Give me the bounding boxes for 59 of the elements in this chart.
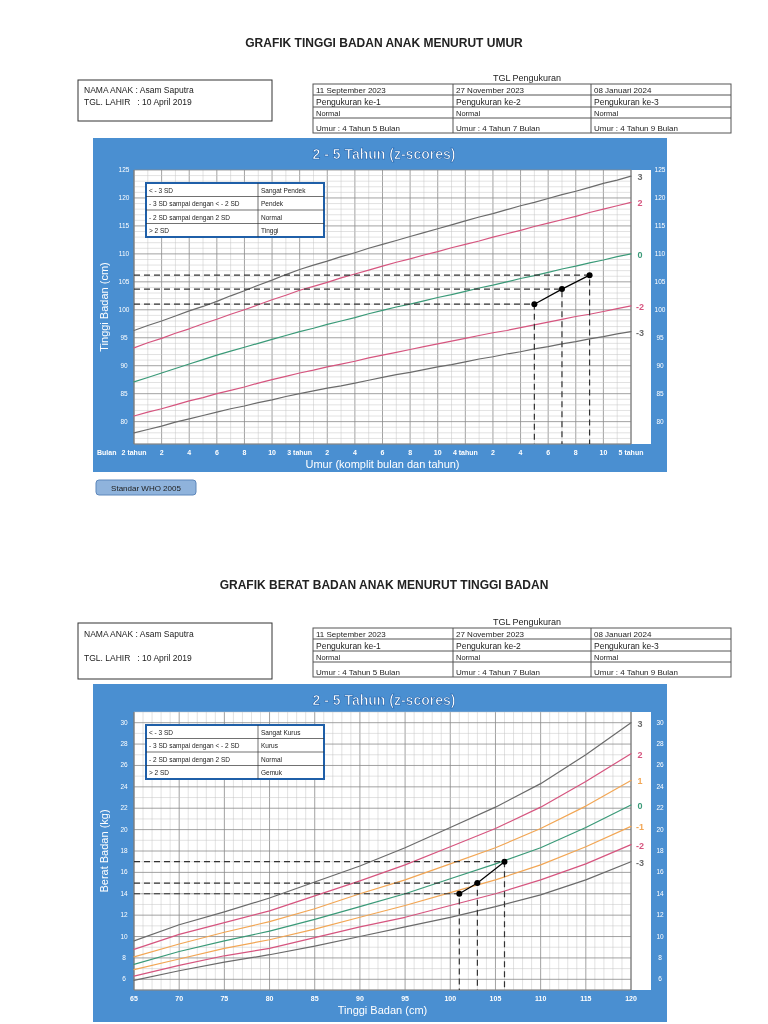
text: TGL. LAHIR : 10 April 2019: [84, 97, 192, 107]
line-series: [133, 825, 632, 971]
text: Umur : 4 Tahun 9 Bulan: [594, 123, 678, 133]
line-series: [133, 753, 632, 950]
point: [531, 301, 538, 308]
text: 11 September 2023: [316, 629, 387, 639]
text: Pengukuran ke-3: [594, 640, 660, 651]
series-label: -3: [635, 857, 645, 868]
line-series: [133, 843, 632, 977]
text: Pengukuran ke-2: [456, 96, 522, 107]
line-series: [133, 305, 632, 417]
line-series: [133, 253, 632, 383]
point: [456, 890, 463, 897]
series-label: 2: [637, 749, 643, 760]
text: 27 November 2023: [456, 85, 525, 95]
y-axis-title: Berat Badan (kg): [98, 809, 110, 893]
text: TGL Pengukuran: [492, 73, 562, 83]
series-label: -2: [635, 301, 645, 312]
text: NAMA ANAK : Asam Saputra: [84, 85, 194, 95]
point: [586, 272, 593, 279]
text: 11 September 2023: [316, 85, 387, 95]
chart-title: GRAFIK BERAT BADAN ANAK MENURUT TINGGI BADAN: [219, 578, 549, 592]
text: 08 Januari 2024: [594, 85, 652, 95]
series-label: 0: [637, 801, 643, 812]
series-label: 3: [637, 718, 643, 729]
y-axis-title: Tinggi Badan (cm): [98, 262, 110, 352]
point: [501, 858, 508, 865]
text: Pengukuran ke-1: [316, 640, 382, 651]
series-label: 2: [637, 198, 643, 209]
text: Pengukuran ke-3: [594, 96, 660, 107]
series-label: -1: [635, 822, 645, 833]
series-label: 0: [637, 249, 643, 260]
series-label: 1: [637, 776, 643, 787]
line-series: [133, 779, 632, 958]
line-series: [133, 804, 632, 965]
text: TGL Pengukuran: [492, 617, 562, 627]
text: Umur : 4 Tahun 5 Bulan: [316, 667, 400, 677]
series-label: -3: [635, 327, 645, 338]
text: Pengukuran ke-1: [316, 96, 382, 107]
text: NAMA ANAK : Asam Saputra: [84, 629, 194, 639]
series-label: -2: [635, 840, 645, 851]
text: 08 Januari 2024: [594, 629, 652, 639]
chart-title: GRAFIK TINGGI BADAN ANAK MENURUT UMUR: [245, 36, 524, 50]
line-series: [133, 201, 632, 349]
text: 27 November 2023: [456, 629, 525, 639]
text: Standar WHO 2005: [111, 484, 182, 493]
x-axis-title: Umur (komplit bulan dan tahun): [305, 458, 460, 470]
text: Umur : 4 Tahun 9 Bulan: [594, 667, 678, 677]
point: [474, 880, 481, 887]
text: TGL. LAHIR : 10 April 2019: [84, 653, 192, 663]
chart-subtitle: 2 - 5 Tahun (z-scores): [312, 146, 456, 162]
chart-subtitle: 2 - 5 Tahun (z-scores): [312, 692, 456, 708]
text: Pengukuran ke-2: [456, 640, 522, 651]
point: [558, 286, 565, 293]
text: Umur : 4 Tahun 5 Bulan: [316, 123, 400, 133]
text: Umur : 4 Tahun 7 Bulan: [456, 123, 540, 133]
x-axis-title: Tinggi Badan (cm): [337, 1004, 428, 1016]
text: Umur : 4 Tahun 7 Bulan: [456, 667, 540, 677]
series-label: 3: [637, 172, 643, 183]
